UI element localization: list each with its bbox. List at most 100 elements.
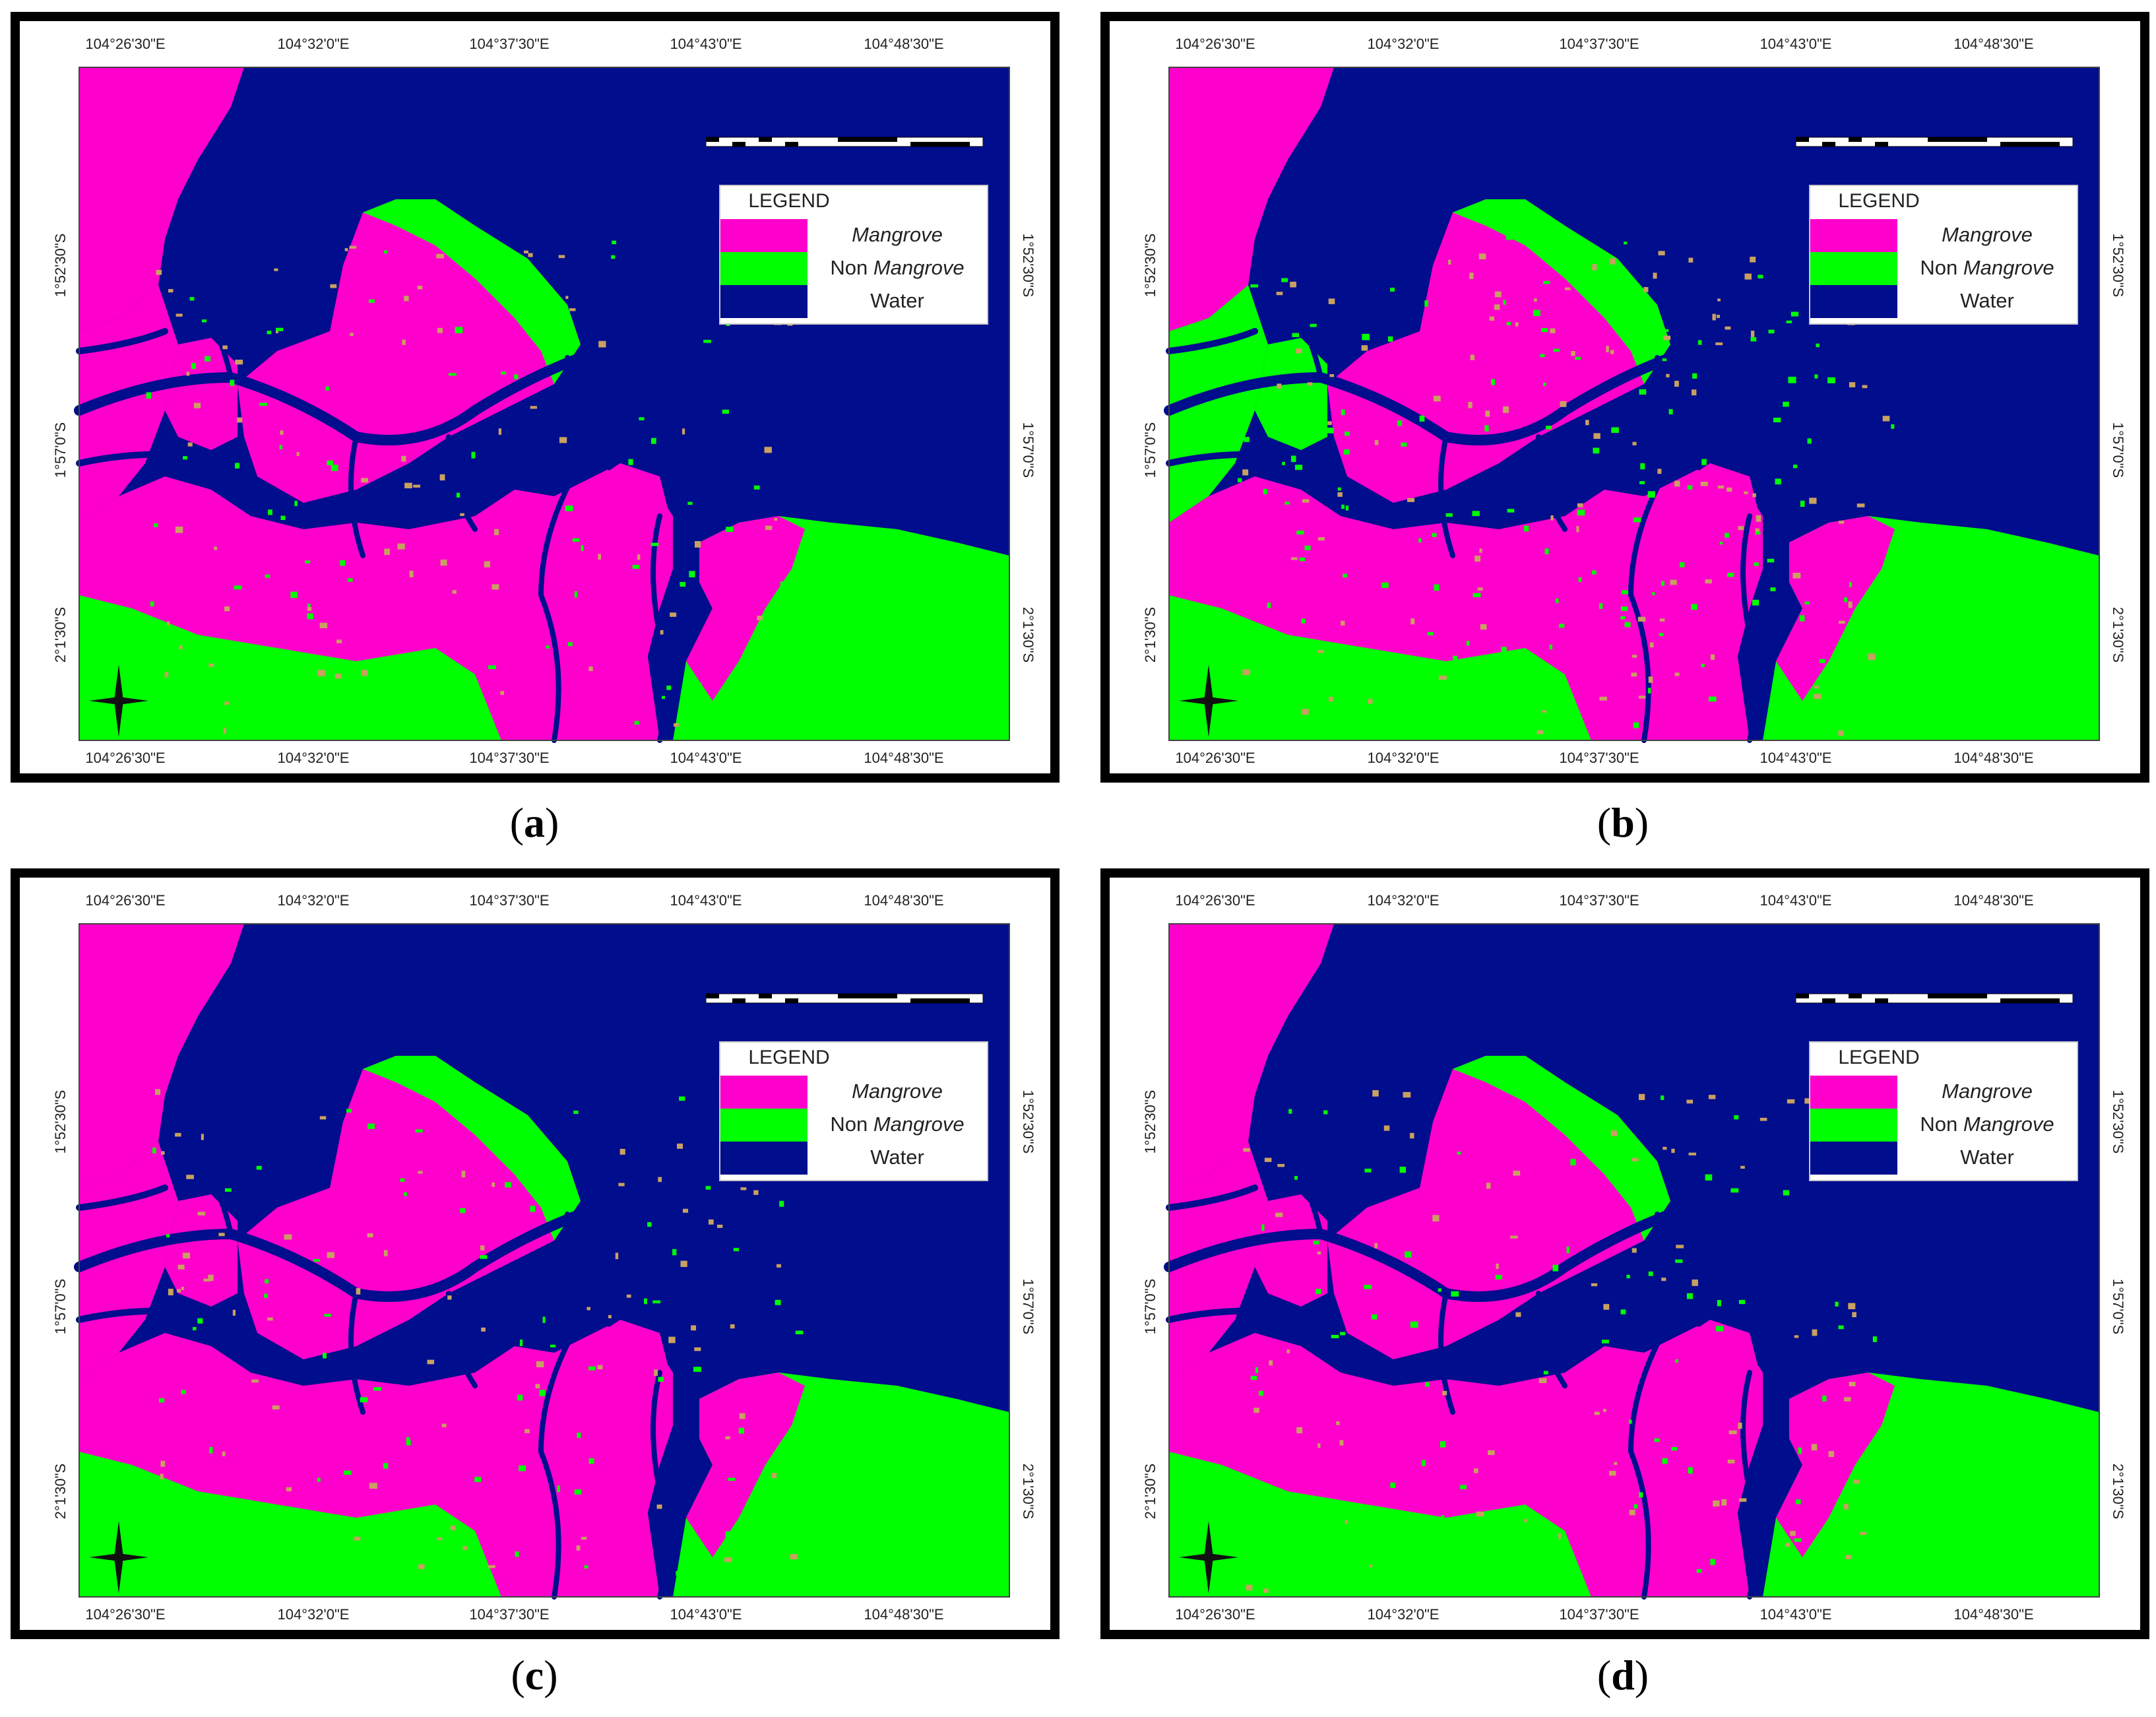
- speckle-pixel: [427, 1359, 435, 1365]
- speckle-pixel: [1523, 525, 1529, 532]
- legend-row: Mangrove: [720, 219, 987, 252]
- speckle-pixel: [687, 502, 693, 505]
- speckle-pixel: [539, 1390, 546, 1396]
- latitude-tick-left: 1°57'0"S: [52, 1278, 69, 1335]
- legend-title: LEGEND: [1838, 1047, 1920, 1068]
- legend-row: Non Mangrove: [720, 252, 987, 285]
- speckle-pixel: [181, 1390, 186, 1394]
- speckle-pixel: [1744, 491, 1748, 494]
- speckle-pixel: [1515, 322, 1519, 327]
- speckle-pixel: [327, 460, 334, 466]
- river-channel: [175, 1119, 234, 1237]
- speckle-pixel: [1294, 465, 1303, 470]
- speckle-pixel: [658, 1377, 664, 1382]
- speckle-pixel: [1485, 410, 1490, 417]
- speckle-pixel: [780, 581, 788, 587]
- speckle-pixel: [1315, 708, 1320, 712]
- river-channel: [650, 513, 669, 743]
- speckle-pixel: [455, 327, 463, 333]
- speckle-pixel: [217, 668, 223, 674]
- speckle-pixel: [1592, 264, 1597, 271]
- speckle-pixel: [505, 278, 511, 284]
- legend-swatch: [720, 219, 808, 252]
- speckle-pixel: [1611, 427, 1619, 433]
- speckle-pixel: [598, 340, 606, 348]
- speckle-pixel: [517, 1394, 523, 1401]
- map-svg: [1164, 67, 2100, 743]
- speckle-pixel: [1688, 1467, 1693, 1474]
- speckle-pixel: [550, 1344, 556, 1347]
- speckle-pixel: [1620, 314, 1628, 318]
- speckle-pixel: [1671, 1148, 1675, 1153]
- speckle-pixel: [179, 645, 183, 649]
- speckle-pixel: [1675, 1359, 1678, 1363]
- speckle-pixel: [1275, 1212, 1283, 1217]
- map-legend: LEGEND Mangrove Non Mangrove Water: [1809, 185, 2078, 325]
- speckle-pixel: [730, 1324, 735, 1329]
- speckle-pixel: [1296, 1427, 1303, 1433]
- speckle-pixel: [1844, 1397, 1851, 1402]
- longitude-tick-bottom: 104°37'30"E: [1559, 1606, 1639, 1623]
- speckle-pixel: [1719, 541, 1723, 545]
- latitude-tick-left: 1°52'30"S: [1142, 1089, 1158, 1154]
- speckle-pixel: [491, 584, 499, 590]
- speckle-pixel: [1740, 1165, 1745, 1169]
- speckle-pixel: [447, 1295, 452, 1300]
- speckle-pixel: [440, 560, 447, 566]
- speckle-pixel: [1337, 492, 1343, 497]
- speckle-pixel: [224, 1188, 232, 1192]
- speckle-pixel: [1647, 491, 1655, 498]
- speckle-pixel: [1276, 292, 1283, 296]
- legend-swatch: [1810, 285, 1897, 318]
- speckle-pixel: [1317, 536, 1325, 541]
- speckle-pixel: [1369, 1565, 1373, 1568]
- speckle-pixel: [626, 1294, 631, 1298]
- speckle-pixel: [519, 1465, 526, 1472]
- speckle-pixel: [319, 719, 328, 725]
- speckle-pixel: [505, 1182, 511, 1188]
- legend-row: Water: [1810, 1142, 2077, 1175]
- speckle-pixel: [1697, 340, 1702, 345]
- speckle-pixel: [1550, 328, 1556, 333]
- mid-peninsula-mangrove: [554, 1326, 673, 1518]
- speckle-pixel: [418, 1171, 423, 1174]
- map-panel-d: 104°26'30"E 104°32'0"E 104°37'30"E 104°43'0…: [1100, 868, 2149, 1639]
- speckle-pixel: [1566, 1247, 1570, 1254]
- speckle-pixel: [1750, 337, 1757, 342]
- latitude-tick-right: 2°1'30"S: [1020, 1463, 1036, 1520]
- river-channel: [76, 1184, 168, 1211]
- speckle-pixel: [1738, 1422, 1742, 1429]
- speckle-pixel: [1848, 601, 1853, 608]
- speckle-pixel: [1390, 1482, 1395, 1489]
- speckle-pixel: [1853, 1479, 1860, 1484]
- speckle-pixel: [1513, 1171, 1521, 1176]
- river-channel: [1628, 1212, 1678, 1600]
- speckle-pixel: [597, 1365, 603, 1370]
- speckle-pixel: [183, 1252, 190, 1259]
- speckle-pixel: [1639, 481, 1645, 484]
- speckle-pixel: [1460, 1485, 1467, 1489]
- speckle-pixel: [1843, 1503, 1849, 1510]
- speckle-pixel: [1807, 438, 1812, 444]
- latitude-tick-left: 2°1'30"S: [1142, 1463, 1158, 1520]
- legend-swatch: [720, 1109, 808, 1142]
- speckle-pixel: [1844, 597, 1848, 602]
- speckle-pixel: [1489, 316, 1494, 321]
- speckle-pixel: [232, 1309, 236, 1316]
- speckle-pixel: [1440, 1441, 1446, 1448]
- speckle-pixel: [647, 1222, 652, 1227]
- speckle-pixel: [186, 1175, 194, 1179]
- speckle-pixel: [1849, 382, 1856, 387]
- speckle-pixel: [1244, 437, 1250, 442]
- speckle-pixel: [1796, 1499, 1801, 1505]
- longitude-tick-bottom: 104°48'30"E: [864, 750, 944, 766]
- speckle-pixel: [203, 1278, 211, 1281]
- speckle-pixel: [292, 1557, 299, 1562]
- speckle-pixel: [1790, 1531, 1796, 1536]
- legend-label: Non Mangrove: [1920, 256, 2054, 279]
- speckle-pixel: [1647, 688, 1651, 694]
- speckle-pixel: [656, 1505, 662, 1509]
- speckle-pixel: [1510, 1235, 1518, 1239]
- speckle-pixel: [1286, 1349, 1290, 1353]
- speckle-pixel: [1849, 1382, 1856, 1386]
